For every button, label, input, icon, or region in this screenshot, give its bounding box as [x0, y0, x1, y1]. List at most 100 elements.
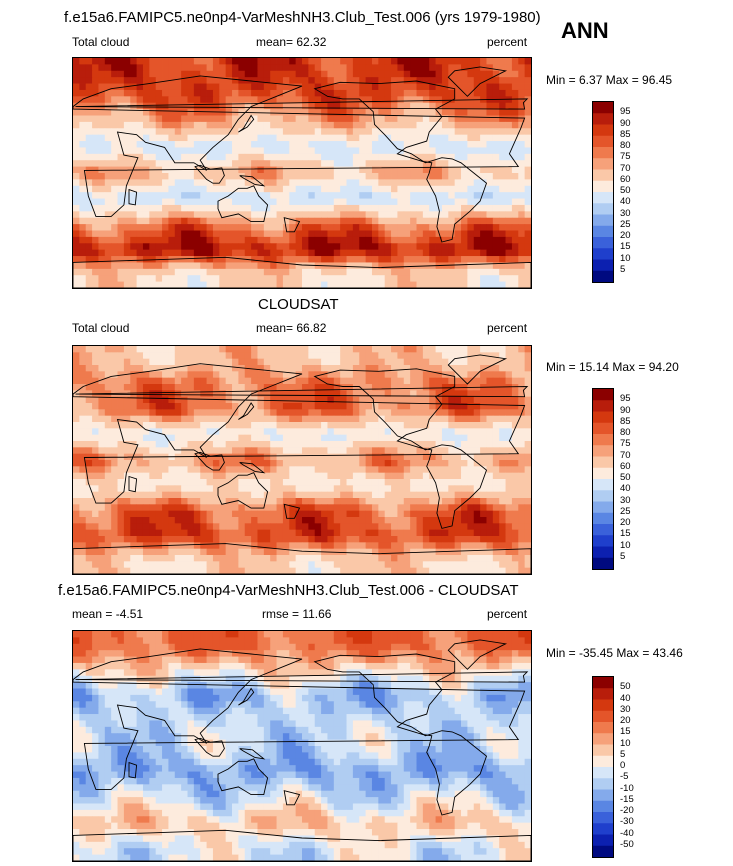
panel3-units-label: percent — [487, 607, 528, 621]
colorbar-swatch — [593, 135, 613, 148]
colorbar-tick-label: 50 — [620, 472, 631, 483]
colorbar-tick-label: 20 — [620, 517, 631, 528]
colorbar-swatch — [593, 710, 613, 723]
panel3-map — [72, 630, 532, 862]
colorbar-swatch — [593, 389, 613, 401]
panel3-minmax: Min = -35.45 Max = 43.46 — [546, 646, 683, 660]
colorbar-tick-label: 75 — [620, 151, 631, 163]
colorbar-swatch — [593, 445, 613, 457]
panel2-mean-label: mean= 66.82 — [256, 321, 327, 335]
colorbar-tick-label: 40 — [620, 196, 631, 208]
panel3-coastlines — [73, 640, 531, 861]
figure-title: f.e15a6.FAMIPC5.ne0np4-VarMeshNH3.Club_T… — [64, 9, 541, 26]
colorbar-tick-label: -10 — [620, 782, 634, 794]
colorbar-swatch — [593, 501, 613, 514]
panel3-rmse-label: rmse = 11.66 — [262, 607, 332, 621]
panel2-coastlines — [73, 355, 531, 574]
panel1-colorbar — [592, 101, 614, 283]
colorbar-tick-label: 25 — [620, 218, 631, 230]
panel3-colorbar-swatches — [593, 677, 613, 857]
colorbar-swatch — [593, 102, 613, 114]
colorbar-swatch — [593, 214, 613, 227]
colorbar-swatch — [593, 535, 613, 547]
colorbar-swatch — [593, 688, 613, 700]
panel3-mean-label: mean = -4.51 — [72, 607, 144, 621]
colorbar-swatch — [593, 812, 613, 824]
colorbar-tick-label: 90 — [620, 404, 631, 416]
colorbar-tick-label: 15 — [620, 241, 631, 253]
colorbar-tick-label: 20 — [620, 715, 631, 726]
colorbar-swatch — [593, 722, 613, 734]
colorbar-swatch — [593, 733, 613, 745]
panel2-colorbar-swatches — [593, 389, 613, 569]
colorbar-swatch — [593, 744, 613, 757]
colorbar-swatch — [593, 400, 613, 412]
colorbar-tick-label: 10 — [620, 737, 631, 749]
colorbar-tick-label: 30 — [620, 207, 631, 219]
colorbar-swatch — [593, 270, 613, 282]
colorbar-swatch — [593, 834, 613, 847]
colorbar-swatch — [593, 180, 613, 193]
colorbar-swatch — [593, 677, 613, 689]
colorbar-tick-label: 15 — [620, 726, 631, 738]
colorbar-tick-label: 95 — [620, 393, 631, 405]
colorbar-swatch — [593, 546, 613, 559]
colorbar-swatch — [593, 479, 613, 491]
panel3-colorbar — [592, 676, 614, 858]
panel2-variable-label: Total cloud — [72, 321, 130, 335]
colorbar-swatch — [593, 524, 613, 536]
colorbar-swatch — [593, 225, 613, 238]
colorbar-swatch — [593, 767, 613, 779]
colorbar-swatch — [593, 557, 613, 569]
colorbar-tick-label: 0 — [620, 760, 626, 771]
panel3-field — [73, 631, 531, 861]
colorbar-tick-label: 75 — [620, 438, 631, 450]
colorbar-swatch — [593, 755, 613, 768]
colorbar-tick-label: 85 — [620, 415, 631, 427]
panel1-coastlines — [73, 67, 531, 288]
panel2-map — [72, 345, 532, 575]
panel3-heatmap — [73, 631, 531, 861]
colorbar-tick-label: -20 — [620, 805, 634, 816]
colorbar-swatch — [593, 699, 613, 712]
colorbar-tick-label: 5 — [620, 550, 626, 562]
panel1-field — [73, 58, 531, 288]
panel1-units-label: percent — [487, 35, 528, 49]
colorbar-swatch — [593, 490, 613, 502]
colorbar-tick-label: 50 — [620, 681, 631, 693]
panel1-variable-label: Total cloud — [72, 35, 130, 49]
colorbar-tick-label: 85 — [620, 128, 631, 140]
colorbar-swatch — [593, 434, 613, 446]
colorbar-swatch — [593, 467, 613, 480]
colorbar-swatch — [593, 203, 613, 215]
colorbar-swatch — [593, 124, 613, 137]
colorbar-tick-label: -50 — [620, 838, 634, 850]
colorbar-swatch — [593, 789, 613, 802]
colorbar-swatch — [593, 248, 613, 260]
colorbar-swatch — [593, 147, 613, 159]
colorbar-tick-label: -30 — [620, 816, 634, 828]
colorbar-tick-label: 95 — [620, 106, 631, 118]
colorbar-swatch — [593, 158, 613, 170]
panel2-minmax: Min = 15.14 Max = 94.20 — [546, 360, 679, 374]
panel3-title: f.e15a6.FAMIPC5.ne0np4-VarMeshNH3.Club_T… — [58, 582, 519, 599]
colorbar-tick-label: 15 — [620, 528, 631, 540]
colorbar-tick-label: 40 — [620, 483, 631, 495]
colorbar-tick-label: -40 — [620, 827, 634, 839]
colorbar-swatch — [593, 778, 613, 790]
colorbar-swatch — [593, 411, 613, 424]
colorbar-tick-label: -5 — [620, 771, 629, 783]
colorbar-tick-label: 60 — [620, 173, 631, 185]
colorbar-tick-label: 70 — [620, 449, 631, 461]
panel1-mean-label: mean= 62.32 — [256, 35, 327, 49]
colorbar-tick-label: 60 — [620, 460, 631, 472]
colorbar-tick-label: 25 — [620, 505, 631, 517]
colorbar-tick-label: 80 — [620, 427, 631, 438]
colorbar-swatch — [593, 422, 613, 435]
panel1-map — [72, 57, 532, 289]
panel2-heatmap — [73, 346, 531, 574]
colorbar-swatch — [593, 845, 613, 857]
colorbar-swatch — [593, 512, 613, 525]
colorbar-tick-label: 50 — [620, 185, 631, 196]
panel1-minmax: Min = 6.37 Max = 96.45 — [546, 73, 673, 87]
